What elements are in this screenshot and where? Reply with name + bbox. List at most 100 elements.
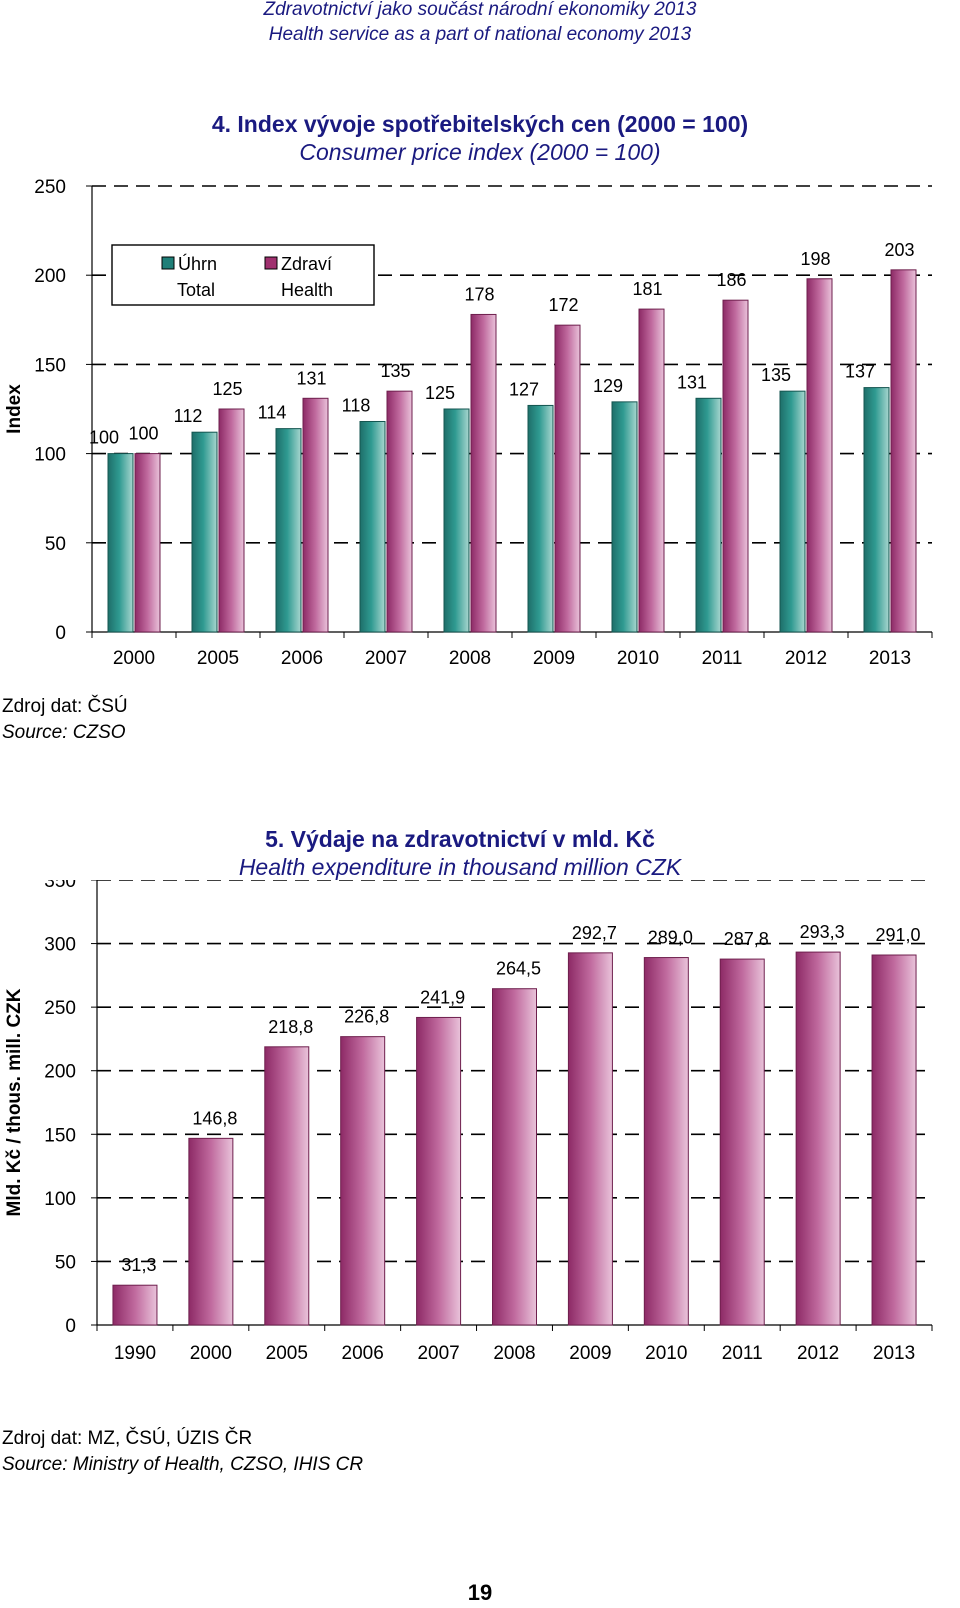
cpi-chart: 0 50 100 150 200 250 Index 100 100 2000 112 125 2005… [4,177,933,669]
x-tick-label: 2009 [569,1343,611,1364]
chart1-source: Zdroj dat: ČSÚ Source: CZSO [2,694,128,746]
x-tick-label: 2006 [281,648,323,669]
data-label: 131 [677,372,707,392]
expenditure-chart: 0 50 100 150 200 250 300 350 Mld. Kč / thous. mi… [4,880,933,1364]
x-tick-label: 2010 [617,648,659,669]
data-label: 287,8 [724,929,769,949]
data-label: 293,3 [800,922,845,942]
bar [567,952,613,1326]
data-label: 129 [593,376,623,396]
y-tick-label: 150 [44,1125,76,1146]
x-tick-label: 2007 [417,1343,459,1364]
y-tick-label: 0 [55,623,66,644]
x-tick-label: 2009 [533,648,575,669]
x-tick-label: 2010 [645,1343,687,1364]
y-tick-label: 100 [34,445,66,466]
data-label: 186 [716,270,746,290]
legend-label-total: Úhrn [178,253,217,274]
data-label: 218,8 [268,1017,313,1037]
x-tick-label: 2013 [869,648,911,669]
bar [719,958,765,1326]
bar-total [611,401,638,633]
bar-total [275,428,302,633]
data-label: 264,5 [496,959,541,979]
bar [871,954,917,1326]
chart1-source-cz: Zdroj dat: ČSÚ [2,696,128,717]
x-tick-label: 2012 [785,648,827,669]
x-tick-label: 2011 [722,1343,763,1364]
data-label: 291,0 [876,925,921,945]
header-line-2: Health service as a part of national eco… [268,24,692,45]
bar [112,1284,158,1326]
y-tick-label: 300 [44,935,76,956]
x-tick-label: 2007 [365,648,407,669]
bar-health [638,308,665,633]
legend-box [111,244,375,306]
y-tick-label: 150 [34,355,66,376]
x-tick-label: 2012 [797,1343,839,1364]
data-label: 226,8 [344,1007,389,1027]
data-label: 178 [464,284,494,304]
bar-total [191,431,218,633]
legend-swatch-health [264,256,278,270]
bar-health [806,278,833,633]
y-axis-label: Index [4,384,25,434]
data-label: 203 [884,240,914,260]
data-label: 198 [800,249,830,269]
data-label: 135 [380,361,410,381]
bar-health [470,313,497,633]
legend-label-total-en: Total [177,280,215,300]
data-label: 127 [509,379,539,399]
data-label: 100 [128,424,158,444]
header-line-1: Zdravotnictví jako součást národní ekono… [263,0,697,20]
data-label: 289,0 [648,928,693,948]
y-tick-label: 250 [34,177,66,198]
data-label: 112 [174,406,203,426]
bar [188,1137,234,1326]
bar-total [695,397,722,633]
bar-health [722,299,749,633]
y-tick-label: 100 [44,1189,76,1210]
legend-label-health-en: Health [281,280,333,300]
data-label: 137 [845,362,875,382]
bar [643,957,689,1326]
data-label: 114 [258,403,287,423]
y-tick-label: 200 [44,1062,76,1083]
data-label: 292,7 [572,923,617,943]
data-label: 146,8 [192,1108,237,1128]
y-axis-label: Mld. Kč / thous. mill. CZK [4,988,25,1216]
data-label: 131 [296,368,326,388]
bar-total [359,420,386,633]
bar-total [863,387,890,633]
bar-total [779,390,806,633]
data-label: 100 [89,428,119,448]
x-tick-label: 2000 [190,1343,232,1364]
y-tick-label: 50 [45,534,66,555]
bar [795,951,841,1326]
bar-total [107,453,134,633]
bar-health [218,408,245,633]
chart2-title: 5. Výdaje na zdravotnictví v mld. Kč [265,826,655,852]
bar [416,1016,462,1326]
data-label: 181 [632,279,662,299]
chart1-title: 4. Index vývoje spotřebitelských cen (20… [211,111,749,137]
bar-health [302,397,329,633]
y-tick-label: 200 [34,266,66,287]
data-label: 125 [212,379,242,399]
legend-label-health: Zdraví [281,254,332,274]
x-tick-label: 2013 [873,1343,915,1364]
data-label: 125 [425,383,455,403]
bar [340,1036,386,1326]
data-label: 172 [548,295,578,315]
data-label: 31,3 [121,1255,156,1275]
x-tick-label: 2008 [493,1343,535,1364]
legend-swatch-total [161,256,175,270]
y-tick-label: 350 [44,880,76,892]
data-label: 241,9 [420,987,465,1007]
chart2-source: Zdroj dat: MZ, ČSÚ, ÚZIS ČR Source: Mini… [2,1426,363,1478]
chart1-subtitle: Consumer price index (2000 = 100) [299,139,661,165]
x-tick-label: 2006 [342,1343,384,1364]
x-tick-label: 2000 [113,648,155,669]
x-tick-label: 2005 [266,1343,308,1364]
bar-health [890,269,917,633]
